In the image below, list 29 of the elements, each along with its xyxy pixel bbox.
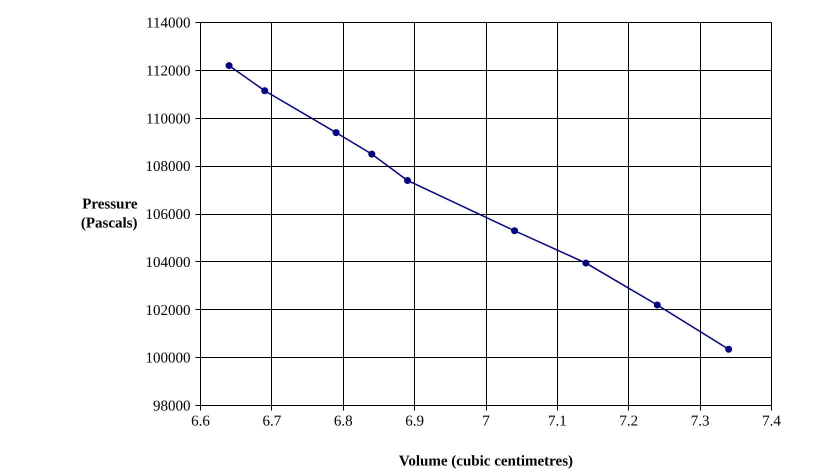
y-tick-label: 104000 [146,254,190,271]
x-tick-label: 6.6 [191,414,210,430]
point [368,150,376,158]
point [654,301,661,308]
point [511,227,518,234]
point [261,87,268,94]
x-axis-title: Volume (cubic centimetres) [398,454,574,470]
point [404,176,411,184]
x-tick-label: 7.1 [548,414,567,430]
x-tick-label: 7.2 [619,414,638,430]
y-tick-label: 108000 [146,159,190,176]
y-tick-label: 100000 [146,350,190,367]
y-tick-label: 106000 [146,207,190,223]
y-tick-label: 102000 [146,302,190,319]
x-tick-label: 7.4 [762,414,782,430]
x-tick-label: 6.8 [334,414,353,430]
point [725,346,732,353]
y-axis-title: Pressure (Pascals) [80,196,138,232]
y-tick-label: 110000 [146,111,191,128]
y-tick-label: 112000 [146,63,191,80]
x-tick-label: 7 [482,414,490,430]
x-tick-label: 6.9 [405,414,424,430]
x-tick-label: 6.7 [262,414,282,430]
point [226,62,233,70]
y-tick-label: 98000 [153,398,190,414]
y-tick-label: 114000 [146,16,191,32]
x-tick-label: 7.3 [690,414,710,430]
point [332,129,340,136]
point [582,260,590,267]
